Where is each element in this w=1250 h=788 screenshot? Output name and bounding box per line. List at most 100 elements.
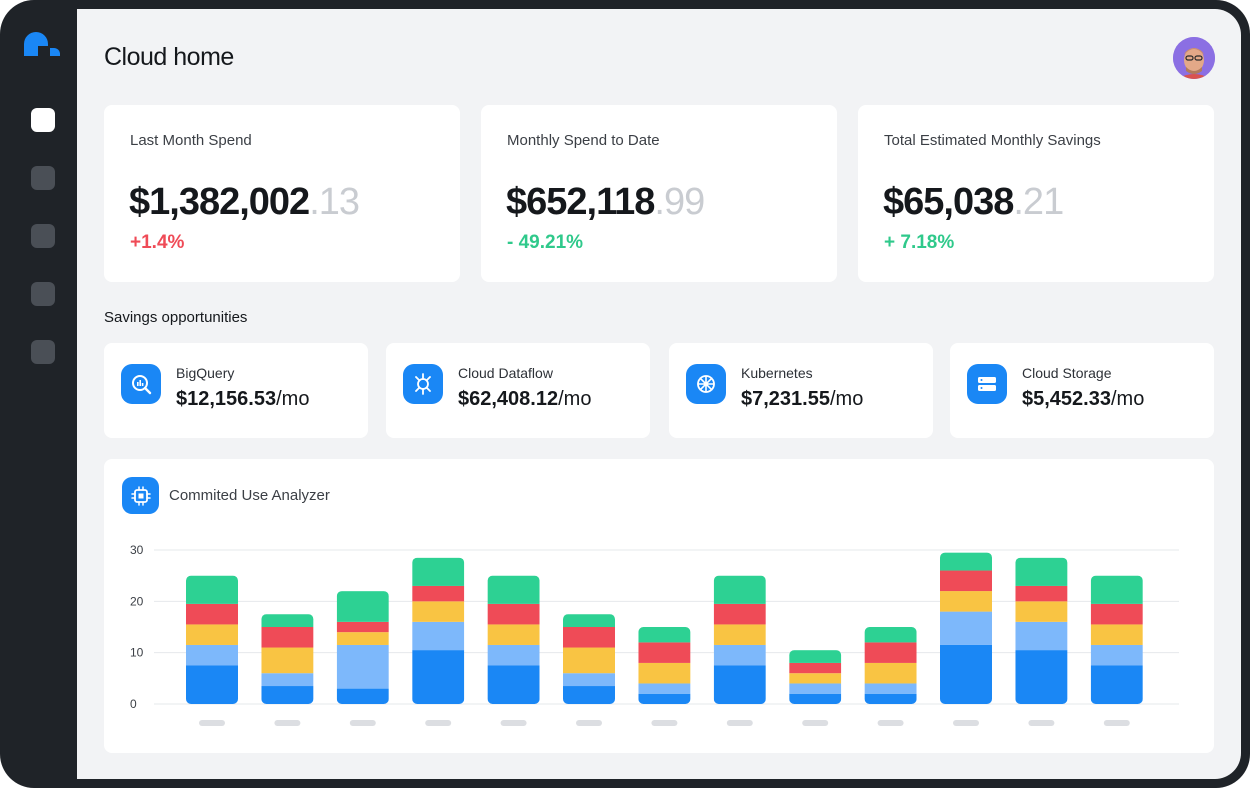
stat-value-whole: $652,118 — [506, 181, 655, 223]
bar-segment — [261, 614, 314, 627]
bar-segment — [1090, 624, 1143, 645]
bar-segment — [186, 603, 238, 625]
bar-stack[interactable] — [638, 627, 691, 704]
bar-segment — [186, 624, 238, 645]
main-content: Cloud home Last Month Spend $1,382,002.1… — [77, 9, 1241, 779]
bar-segment — [487, 624, 540, 645]
stat-card-estimated-savings: Total Estimated Monthly Savings $65,038.… — [858, 105, 1214, 282]
bar-segment — [1015, 650, 1068, 704]
bar-segment — [789, 693, 842, 704]
nav-item-2[interactable] — [31, 166, 55, 190]
bar-stack[interactable] — [186, 575, 238, 704]
stat-value-whole: $65,038 — [883, 181, 1014, 223]
stacked-bar-chart: 0 10 20 30 — [130, 543, 1179, 726]
bar-stack[interactable] — [487, 575, 540, 704]
stat-label: Last Month Spend — [130, 132, 252, 149]
opportunity-name: Kubernetes — [741, 365, 813, 381]
y-tick-label: 30 — [130, 543, 144, 557]
bar-segment — [1015, 621, 1068, 651]
bar-segment — [940, 570, 992, 592]
bar-segment — [864, 627, 917, 643]
section-title-savings: Savings opportunities — [104, 309, 248, 326]
opportunity-card-cloud-storage[interactable]: Cloud Storage $5,452.33/mo — [950, 343, 1214, 438]
bar-segment — [412, 650, 465, 704]
bar-segment — [940, 611, 992, 645]
x-tick-label-placeholder — [651, 720, 678, 726]
opportunity-unit: /mo — [1110, 388, 1145, 410]
opportunity-unit: /mo — [829, 388, 864, 410]
stat-change: - 49.21% — [507, 232, 584, 253]
bar-segment — [261, 627, 314, 648]
bar-segment — [864, 662, 917, 684]
x-tick-label-placeholder — [199, 720, 225, 726]
stat-label: Monthly Spend to Date — [507, 132, 660, 149]
bar-stack[interactable] — [713, 575, 766, 704]
dataflow-icon — [403, 364, 443, 404]
committed-use-analyzer-card: Commited Use Analyzer 0 10 20 30 — [104, 459, 1214, 753]
bar-segment — [563, 614, 615, 627]
bar-segment — [638, 627, 691, 643]
opportunity-amount: $5,452.33 — [1022, 388, 1111, 410]
opportunity-unit: /mo — [276, 388, 310, 410]
avatar[interactable] — [1173, 37, 1215, 79]
opportunity-card-dataflow[interactable]: Cloud Dataflow $62,408.12/mo — [386, 343, 650, 438]
bar-stack[interactable] — [336, 591, 389, 704]
bar-segment — [563, 686, 615, 704]
bar-stack[interactable] — [864, 627, 917, 704]
bar-segment — [336, 621, 389, 633]
bar-stack[interactable] — [261, 614, 314, 704]
chart-title: Commited Use Analyzer — [169, 487, 330, 504]
bar-segment — [487, 665, 540, 704]
bar-segment — [261, 673, 314, 687]
x-tick-label-placeholder — [726, 720, 753, 726]
bar-segment — [940, 591, 992, 612]
nav-item-4[interactable] — [31, 282, 55, 306]
opportunity-card-bigquery[interactable]: BigQuery $12,156.53/mo — [104, 343, 368, 438]
opportunity-unit: /mo — [558, 388, 592, 410]
bar-segment — [186, 575, 238, 604]
stat-card-last-month: Last Month Spend $1,382,002.13 +1.4% — [104, 105, 460, 282]
bar-segment — [713, 603, 766, 625]
bar-segment — [412, 601, 465, 622]
stat-value-cents: .21 — [1013, 181, 1064, 223]
bar-stack[interactable] — [1015, 557, 1068, 704]
bar-segment — [1090, 603, 1143, 625]
stat-card-monthly-to-date: Monthly Spend to Date $652,118.99 - 49.2… — [481, 105, 837, 282]
bigquery-icon — [121, 364, 161, 404]
bar-segment — [487, 575, 540, 604]
bar-segment — [638, 683, 691, 694]
bar-segment — [638, 642, 691, 663]
stat-value-cents: .99 — [654, 181, 705, 223]
nav-item-3[interactable] — [31, 224, 55, 248]
bar-segment — [864, 642, 917, 663]
opportunity-name: Cloud Storage — [1022, 365, 1112, 381]
opportunity-value: $12,156.53/mo — [176, 388, 309, 411]
y-tick-label: 0 — [130, 697, 137, 711]
opportunity-value: $62,408.12/mo — [458, 388, 591, 411]
bar-segment — [336, 644, 389, 689]
bar-stack[interactable] — [1090, 575, 1143, 704]
sidebar — [0, 0, 77, 788]
y-tick-label: 10 — [130, 646, 144, 660]
bar-segment — [713, 575, 766, 604]
opportunity-value: $5,452.33/mo — [1022, 388, 1144, 411]
opportunity-card-kubernetes[interactable]: Kubernetes $7,231.55/mo — [669, 343, 933, 438]
nav-item-home[interactable] — [31, 108, 55, 132]
bar-stack[interactable] — [563, 614, 615, 704]
bar-segment — [563, 647, 615, 674]
x-tick-label-placeholder — [274, 720, 301, 726]
bar-segment — [789, 662, 842, 674]
nav-item-5[interactable] — [31, 340, 55, 364]
bar-segment — [186, 644, 238, 666]
bar-stack[interactable] — [789, 650, 842, 704]
bar-segment — [412, 557, 465, 586]
bar-segment — [487, 603, 540, 625]
bar-segment — [713, 644, 766, 666]
stat-value-cents: .13 — [309, 181, 360, 223]
bar-stack[interactable] — [412, 557, 465, 704]
stat-value: $652,118.99 — [506, 181, 705, 224]
stat-change: + 7.18% — [884, 232, 955, 253]
bar-segment — [638, 662, 691, 684]
bar-stack[interactable] — [940, 552, 992, 704]
